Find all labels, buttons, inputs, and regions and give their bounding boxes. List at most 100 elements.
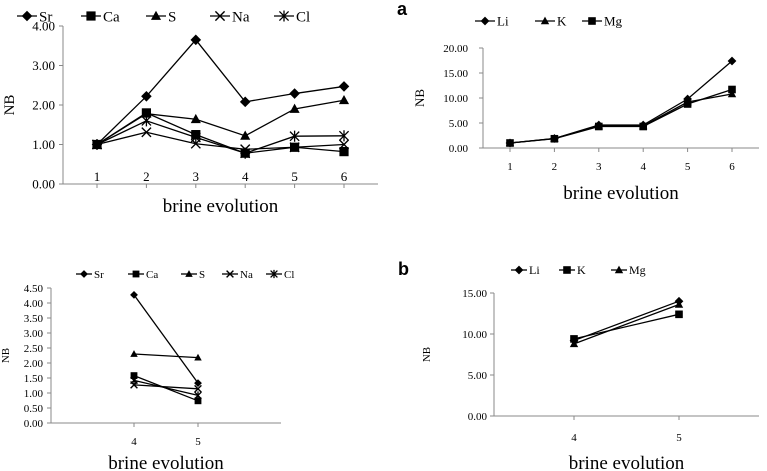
data-point <box>289 88 300 99</box>
x-tick-label: 1 <box>94 169 101 184</box>
y-tick-label: 3.50 <box>24 313 44 325</box>
series-s <box>91 94 350 149</box>
x-tick-label: 4 <box>131 436 137 448</box>
x-tick-label: 2 <box>143 169 150 184</box>
legend-label: Na <box>232 9 250 25</box>
series-line <box>133 294 199 384</box>
series-k <box>570 310 683 343</box>
legend-entry: Ca <box>128 269 158 281</box>
legend-entry: Sr <box>76 269 104 281</box>
legend-label: Cl <box>284 269 294 281</box>
y-tick-label: 1.00 <box>24 388 44 400</box>
data-point <box>338 94 350 105</box>
series-li <box>569 296 684 345</box>
x-tick-label: 1 <box>507 161 513 173</box>
data-point <box>240 130 251 140</box>
data-point <box>141 91 152 102</box>
series-na <box>130 381 202 393</box>
y-axis-label: NB <box>421 347 433 362</box>
x-tick-label: 4 <box>242 169 249 184</box>
series-s <box>130 350 202 361</box>
legend-marker <box>185 270 193 277</box>
y-tick-label: 4.00 <box>32 19 55 34</box>
series-k <box>505 89 737 147</box>
panel-letter: b <box>398 259 409 279</box>
y-axis-label: NB <box>0 348 12 363</box>
chart-top-left: 0.00 1.00 2.00 3.00 4.00 1 2 3 4 5 6 brine evolutio… <box>2 9 378 217</box>
data-point <box>639 122 647 131</box>
legend-entry: Mg <box>611 263 646 277</box>
legend-marker <box>86 11 96 21</box>
legend-entry: Li <box>475 14 509 29</box>
legend-entry: K <box>535 14 567 29</box>
x-tick-label: 2 <box>552 161 558 173</box>
y-tick-label: 0.00 <box>24 418 44 430</box>
legend-marker <box>150 10 162 20</box>
y-tick-label: 3.00 <box>24 328 44 340</box>
legend-entry: Na <box>210 9 250 25</box>
x-axis-label: brine evolution <box>563 183 679 204</box>
series-line <box>96 38 345 145</box>
legend-entry: S <box>181 269 205 281</box>
series-na <box>91 127 350 155</box>
data-point <box>194 384 202 393</box>
data-point <box>130 290 138 299</box>
series-line <box>509 88 733 144</box>
y-tick-label: 15.00 <box>462 288 487 300</box>
legend-entry: K <box>559 263 586 277</box>
series-li <box>505 56 737 148</box>
data-point <box>728 85 736 94</box>
legend-marker <box>80 270 88 278</box>
y-tick-label: 5.00 <box>468 370 488 382</box>
legend-marker <box>270 269 278 279</box>
y-tick-label: 2.00 <box>32 98 55 113</box>
y-tick-label: 10.00 <box>443 93 468 105</box>
chart-top-right: 0.00 5.00 10.00 15.00 20.00 1 2 3 4 5 6 brine evolu… <box>397 0 759 204</box>
data-point <box>550 134 559 143</box>
data-point <box>240 147 251 159</box>
panel-letter: a <box>397 0 408 19</box>
legend-label: Li <box>529 263 540 277</box>
series-mg <box>569 300 684 348</box>
legend-entry: Na <box>222 269 253 281</box>
data-point <box>674 300 684 308</box>
data-point <box>130 376 138 385</box>
x-tick-label: 5 <box>195 436 201 448</box>
data-point <box>194 397 202 405</box>
legend-marker <box>540 16 550 25</box>
x-tick-label: 3 <box>193 169 200 184</box>
data-point <box>339 147 349 157</box>
x-tick-label: 3 <box>596 161 602 173</box>
data-point <box>289 142 300 153</box>
y-axis-label: NB <box>412 89 427 107</box>
y-tick-label: 10.00 <box>462 329 487 341</box>
series-ca <box>92 108 349 158</box>
legend-marker <box>514 265 524 275</box>
data-point <box>194 379 202 388</box>
series-line <box>573 303 680 345</box>
x-tick-label: 4 <box>640 161 646 173</box>
legend-marker <box>214 10 226 22</box>
legend-label: Ca <box>103 9 120 25</box>
x-tick-label: 6 <box>341 169 348 184</box>
data-point <box>727 89 737 98</box>
legend-entry: Sr <box>17 9 52 25</box>
data-point <box>130 350 138 357</box>
legend-label: Sr <box>94 269 104 281</box>
legend-entry: Li <box>511 263 540 277</box>
y-tick-label: 3.00 <box>32 58 55 73</box>
data-point <box>190 131 201 143</box>
legend-label: Mg <box>629 263 646 277</box>
series-sr <box>91 34 350 150</box>
y-tick-label: 2.00 <box>24 358 44 370</box>
legend-marker <box>563 266 571 274</box>
data-point <box>141 127 152 138</box>
legend-marker <box>614 265 624 274</box>
x-tick-label: 5 <box>291 169 298 184</box>
data-point <box>194 391 202 400</box>
series-line <box>573 300 680 342</box>
y-axis-label: NB <box>2 95 18 116</box>
legend-label: Ca <box>146 269 158 281</box>
y-tick-label: 15.00 <box>443 68 468 80</box>
legend-label: Li <box>497 14 509 29</box>
